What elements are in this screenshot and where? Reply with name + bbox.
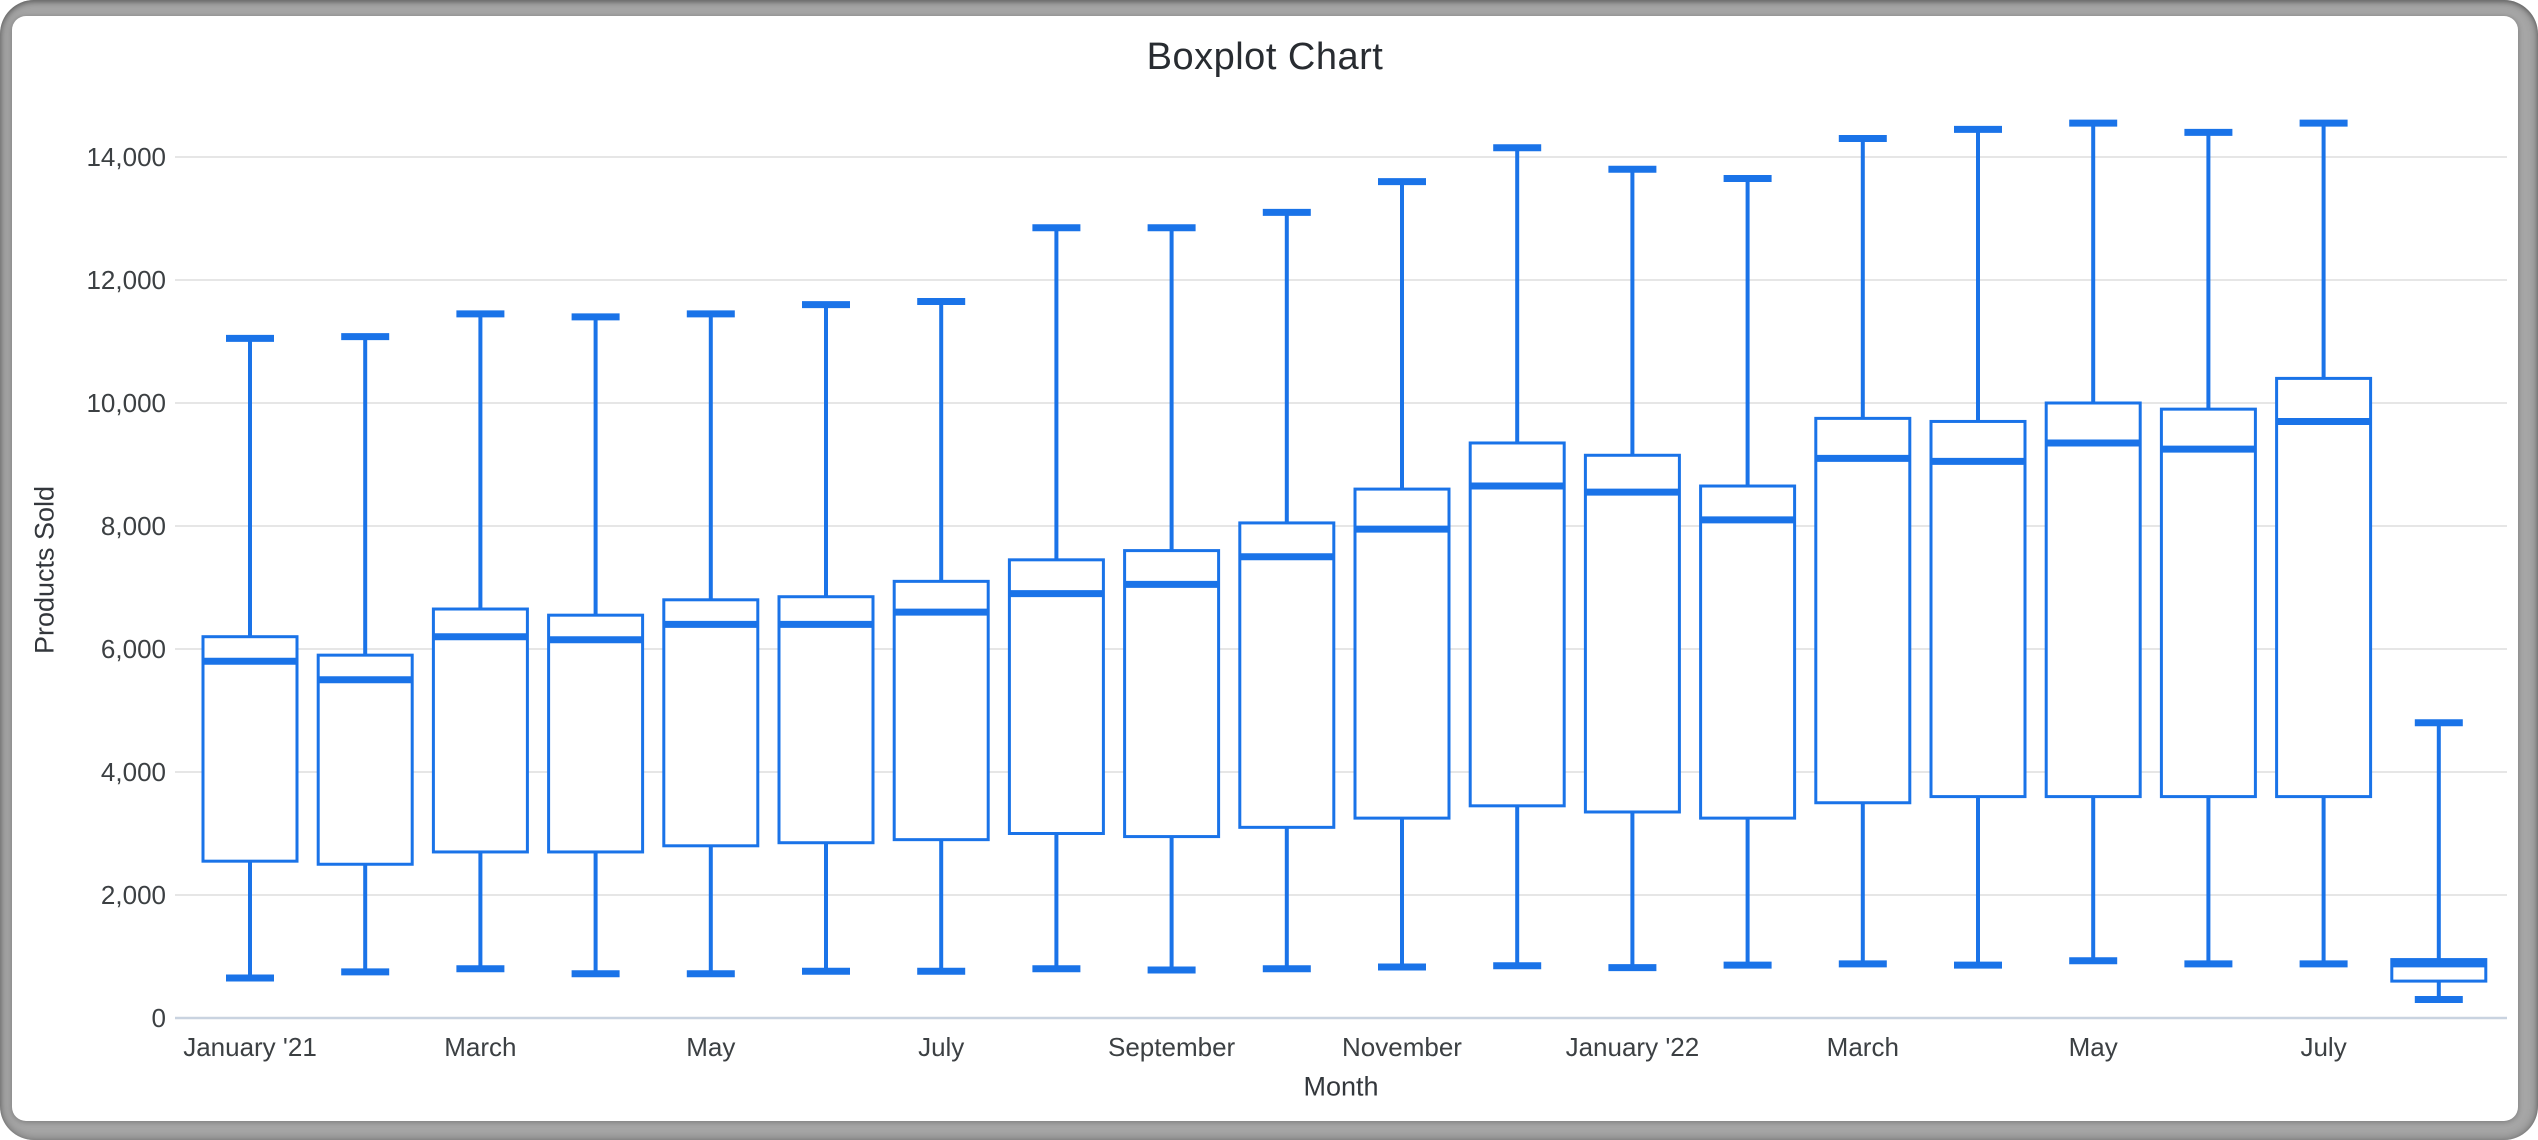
- chart-card: [12, 16, 2518, 1121]
- chart-title: Boxplot Chart: [1146, 36, 1384, 78]
- y-axis-title: Products Sold: [29, 485, 60, 655]
- x-axis-title: Month: [1303, 1071, 1379, 1102]
